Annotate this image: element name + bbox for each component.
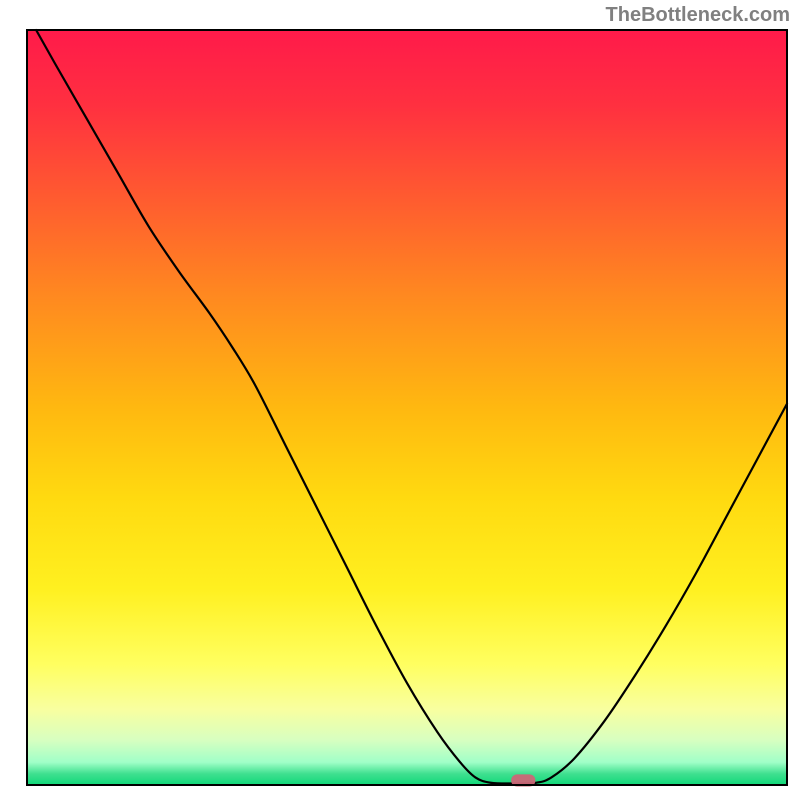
bottleneck-chart (0, 0, 800, 800)
plot-background (27, 30, 787, 785)
watermark-text: TheBottleneck.com (606, 4, 790, 27)
chart-container: TheBottleneck.com (0, 0, 800, 800)
